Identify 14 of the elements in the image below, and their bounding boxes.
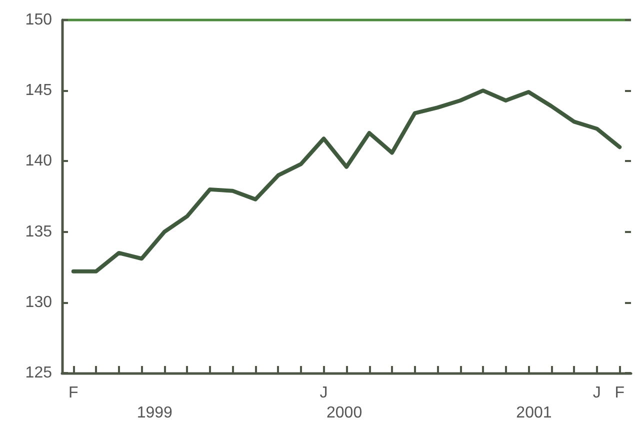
y-tick-label: 125: [25, 364, 52, 382]
y-tick-label: 150: [25, 12, 52, 28]
text: 1999: [136, 404, 173, 422]
x-tick-label: F: [68, 384, 78, 402]
x-tick-label: F: [614, 384, 625, 402]
text: 2000: [326, 404, 362, 422]
y-tick-label: 140: [25, 152, 52, 170]
y-tick-label: 130: [25, 294, 52, 311]
x-tick-label: J: [320, 384, 328, 402]
text: 2001: [516, 404, 552, 422]
y-tick-label: 145: [25, 82, 52, 100]
y-tick-label: 135: [25, 223, 52, 240]
x-tick-label: J: [592, 384, 601, 402]
line-series: [71, 88, 622, 274]
